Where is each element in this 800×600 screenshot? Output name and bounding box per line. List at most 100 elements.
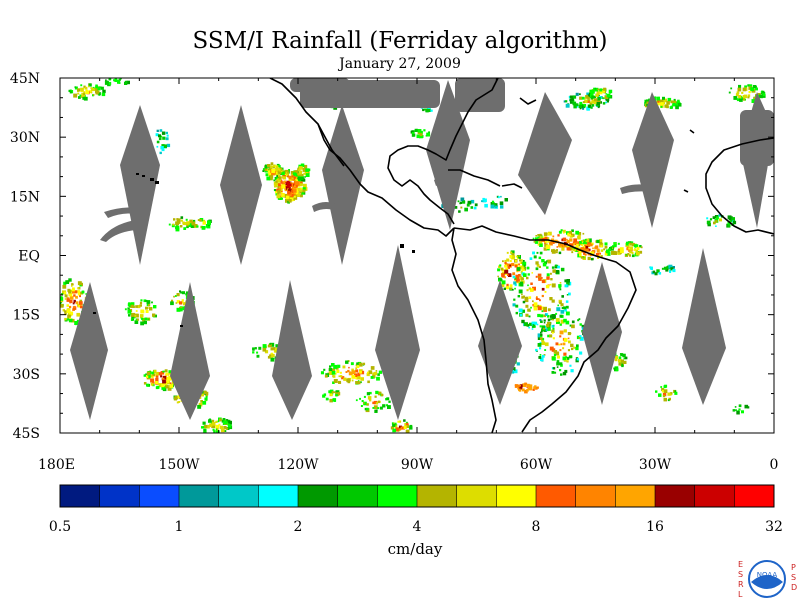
rain-cell — [546, 273, 550, 277]
rain-cell — [159, 151, 162, 155]
rain-cell — [582, 101, 585, 104]
rain-cell — [292, 175, 295, 178]
rain-cell — [584, 253, 587, 256]
rain-cell — [156, 129, 159, 132]
rain-cell — [215, 424, 220, 429]
rain-cell — [74, 86, 78, 90]
rain-cell — [539, 325, 542, 328]
rain-cell — [504, 259, 507, 262]
rain-cell — [560, 343, 563, 346]
rain-cell — [668, 264, 673, 269]
rain-cell — [270, 165, 274, 169]
rain-cell — [507, 274, 509, 276]
rain-cell — [552, 337, 555, 340]
rain-cell — [334, 400, 336, 402]
rain-cell — [519, 259, 522, 262]
rain-cell — [322, 394, 326, 398]
rain-cell — [369, 399, 372, 402]
rain-cell — [385, 404, 388, 407]
rain-cell — [370, 376, 374, 379]
rain-cell — [615, 355, 619, 359]
rain-cell — [635, 249, 639, 253]
rain-cell — [747, 406, 750, 409]
lon-tick-label: 60W — [520, 457, 553, 473]
rain-cell — [292, 186, 295, 189]
rain-cell — [517, 295, 520, 298]
rain-cell — [573, 238, 578, 243]
rain-cell — [403, 426, 407, 429]
rain-cell — [64, 312, 67, 316]
no-data-swath-gaps — [70, 78, 774, 420]
rain-cell — [591, 99, 596, 104]
rain-cell — [663, 397, 667, 402]
rain-cell — [655, 390, 658, 393]
rain-cell — [599, 252, 601, 255]
coastline-south-america — [451, 225, 637, 433]
rain-cell — [89, 90, 93, 94]
rain-cell — [552, 315, 556, 319]
rain-cell — [299, 171, 303, 175]
rain-cell — [587, 256, 591, 261]
rain-cell — [271, 171, 276, 176]
rain-cell — [606, 93, 611, 98]
rain-cell — [567, 232, 571, 237]
rain-cell — [506, 283, 509, 287]
rain-cell — [535, 237, 538, 241]
rain-cell — [287, 190, 291, 195]
rain-cell — [646, 99, 650, 104]
rain-cell — [145, 299, 148, 302]
rain-cell — [360, 405, 363, 407]
rain-cell — [565, 300, 569, 303]
rain-cell — [577, 247, 581, 250]
color-legend: 0.5 1 2 4 8 16 32 — [49, 484, 783, 535]
rain-cell — [173, 218, 176, 221]
rain-cell — [329, 398, 333, 403]
rain-cell — [603, 87, 607, 91]
rain-cell — [544, 313, 548, 316]
rain-cell — [300, 177, 304, 180]
rain-cell — [528, 287, 531, 290]
rain-cell — [147, 375, 151, 378]
rain-cell — [670, 106, 673, 109]
rain-cell — [298, 168, 301, 172]
rain-cell — [149, 307, 153, 311]
rain-cell — [280, 180, 283, 183]
rain-cell — [577, 236, 581, 240]
rain-cell — [267, 170, 271, 173]
legend-swatch — [258, 485, 299, 507]
rain-cell — [128, 303, 132, 308]
rain-cell — [672, 269, 676, 273]
rain-cell — [303, 164, 308, 169]
rain-cell — [639, 245, 642, 248]
rain-cell — [351, 368, 354, 372]
rain-cell — [329, 365, 332, 368]
rain-cell — [649, 266, 653, 270]
rain-cell — [560, 310, 565, 314]
rain-cell — [559, 301, 562, 305]
rain-cell — [750, 87, 755, 92]
rain-cell — [381, 393, 384, 397]
rain-cell — [588, 94, 591, 97]
rain-cell — [727, 215, 732, 220]
rain-cell — [60, 301, 62, 305]
rain-cell — [605, 101, 608, 104]
rain-cell — [280, 196, 282, 199]
rain-cell — [177, 395, 181, 399]
rain-cell — [715, 220, 718, 223]
rain-cell — [299, 177, 302, 180]
rain-cell — [747, 94, 751, 97]
rain-cell — [296, 193, 301, 197]
rain-cell — [71, 285, 73, 287]
rain-cell — [167, 386, 172, 391]
rain-cell — [539, 354, 542, 356]
rain-cell — [568, 355, 572, 359]
rain-cell — [335, 390, 339, 394]
rain-cell — [298, 187, 302, 191]
rain-cell — [269, 342, 272, 345]
legend-swatch — [298, 485, 338, 507]
rain-cell — [755, 87, 758, 91]
rain-cell — [367, 380, 370, 384]
coastline-north-america-west — [269, 78, 455, 237]
rain-cell — [518, 389, 522, 392]
rain-cell — [281, 176, 284, 179]
